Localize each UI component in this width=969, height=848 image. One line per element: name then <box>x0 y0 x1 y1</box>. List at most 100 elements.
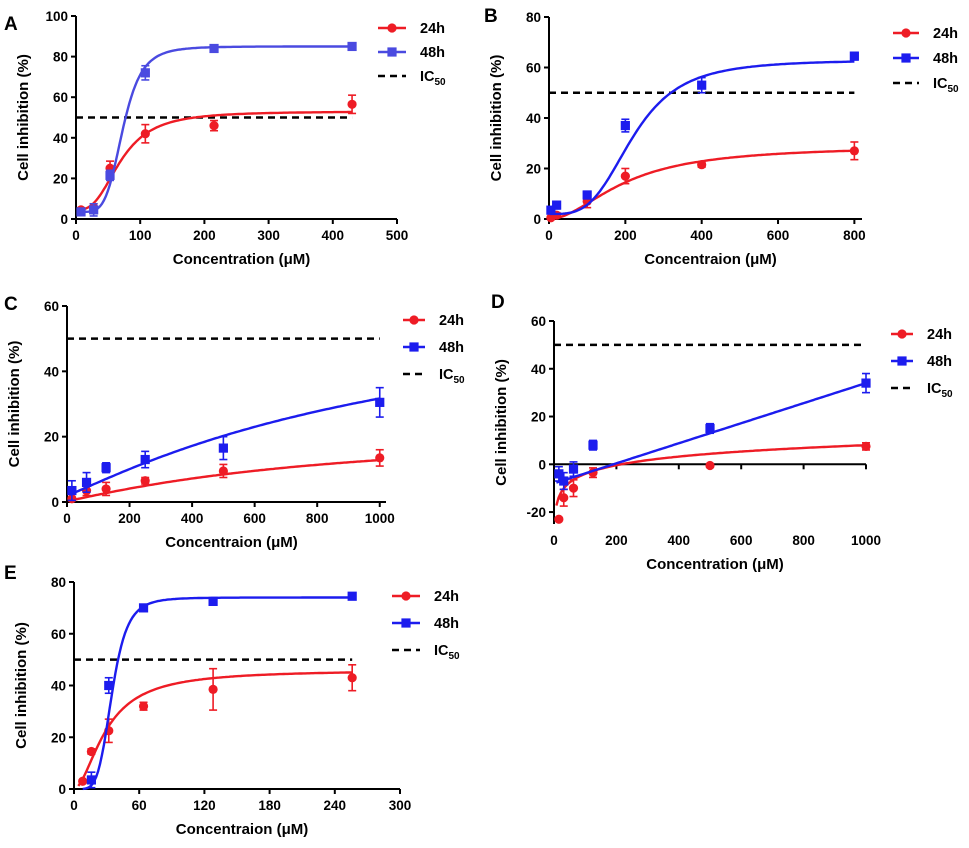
legend-24h-d-marker <box>897 329 907 339</box>
legend-48h-e-marker <box>401 618 411 628</box>
legend-24h-b-label: 24h <box>933 26 958 42</box>
data-point-series-48h-c <box>67 485 77 496</box>
x-axis-title-e: Concentraion (μM) <box>176 821 309 838</box>
legend-ic50-label-b: IC50 <box>933 76 959 95</box>
data-point-series-24h-d <box>861 441 871 451</box>
legend-24h-c-label: 24h <box>439 313 464 329</box>
x-tick-label-e: 60 <box>132 798 147 813</box>
legend-48h-e-label: 48h <box>434 616 459 632</box>
fit-curve-series-24h-d <box>555 444 867 506</box>
data-point-series-48h-e <box>208 596 218 607</box>
y-tick-label-c: 20 <box>44 430 59 445</box>
data-point-series-48h-b <box>697 80 707 90</box>
data-point-series-24h-a <box>347 99 357 109</box>
y-axis-title-e: Cell inhibition (%) <box>13 622 30 749</box>
y-axis-title-d: Cell inhibition (%) <box>493 359 510 486</box>
data-point-series-48h-d <box>568 464 579 474</box>
legend-ic50-subscript-c: 50 <box>454 375 466 386</box>
legend-48h-c-marker <box>409 342 419 352</box>
y-tick-label-a: 60 <box>53 90 68 105</box>
y-tick-label-a: 40 <box>53 131 68 146</box>
legend-ic50-label-a: IC50 <box>420 69 446 88</box>
data-point-series-24h-c <box>218 466 228 476</box>
legend-48h-a-marker <box>387 47 397 57</box>
data-point-series-24h-b <box>849 146 859 156</box>
data-point-series-48h-c <box>375 397 385 407</box>
x-axis-title-c: Concentraion (μM) <box>165 534 298 551</box>
data-point-series-24h-e <box>86 746 96 757</box>
x-axis-title-a: Concentration (μM) <box>173 251 311 268</box>
data-point-series-48h-a <box>105 170 115 180</box>
data-point-series-24h-c <box>140 476 150 486</box>
panel-c: C 0 200 400 600 800 1000 0 20 40 60 Concentraion (μ… <box>4 294 465 551</box>
legend-48h-d-marker <box>897 356 907 366</box>
panel-letter-d: D <box>491 292 505 313</box>
data-point-series-24h-a <box>140 129 150 139</box>
x-tick-label-c: 400 <box>181 511 204 526</box>
y-tick-label-a: 0 <box>60 212 68 227</box>
x-tick-label-b: 800 <box>843 228 866 243</box>
panel-letter-a: A <box>4 14 18 35</box>
x-axis-title-d: Concentration (μM) <box>646 556 784 573</box>
legend-24h-e-label: 24h <box>434 589 459 605</box>
panel-letter-e: E <box>4 563 17 584</box>
x-tick-label-e: 240 <box>324 798 347 813</box>
data-point-series-48h-d <box>705 423 715 434</box>
y-tick-label-e: 40 <box>51 679 66 694</box>
y-tick-label-d: 60 <box>531 314 546 329</box>
x-tick-label-d: 200 <box>605 533 628 548</box>
data-point-series-24h-d <box>568 483 579 493</box>
x-tick-label-a: 200 <box>193 228 216 243</box>
data-point-series-48h-b <box>552 200 562 210</box>
data-point-series-48h-d <box>554 469 564 479</box>
x-tick-label-d: 600 <box>730 533 753 548</box>
y-axis-title-b: Cell inhibition (%) <box>488 55 505 182</box>
data-point-series-48h-c <box>218 443 228 453</box>
x-tick-label-c: 0 <box>63 511 71 526</box>
x-tick-label-d: 800 <box>792 533 815 548</box>
data-point-series-24h-b <box>620 171 630 181</box>
y-tick-label-d: 0 <box>538 457 546 472</box>
legend-24h-e-marker <box>401 591 411 601</box>
y-tick-label-e: 80 <box>51 575 66 590</box>
fit-curve-series-48h-b <box>550 60 855 216</box>
data-point-series-24h-e <box>347 673 357 683</box>
y-tick-label-d: -20 <box>526 505 546 520</box>
x-tick-label-d: 0 <box>550 533 558 548</box>
x-tick-label-c: 200 <box>118 511 141 526</box>
data-point-series-48h-b <box>620 120 630 131</box>
x-tick-label-d: 1000 <box>851 533 881 548</box>
data-point-series-24h-c <box>375 453 385 463</box>
data-point-series-24h-a <box>209 121 219 131</box>
legend-24h-a-marker <box>387 23 397 33</box>
x-tick-label-b: 0 <box>545 228 553 243</box>
x-tick-label-c: 1000 <box>365 511 395 526</box>
legend-ic50-subscript-d: 50 <box>942 389 954 400</box>
legend-ic50-label-e: IC50 <box>434 643 460 662</box>
data-point-series-24h-d <box>554 514 564 524</box>
fit-curve-series-24h-e <box>77 671 353 787</box>
data-point-series-48h-b <box>582 190 592 200</box>
panel-b: B 0 200 400 600 800 0 20 40 60 80 Concentraion (μM)… <box>484 6 959 268</box>
data-point-series-24h-c <box>101 484 111 494</box>
y-axis-title-a: Cell inhibition (%) <box>15 54 32 181</box>
data-point-series-24h-d <box>705 460 715 471</box>
y-tick-label-e: 20 <box>51 730 66 745</box>
legend-48h-b-label: 48h <box>933 51 958 67</box>
panel-letter-b: B <box>484 6 498 27</box>
panel-d: D 0 200 400 600 800 1000 -20 0 20 40 60 Concentratio… <box>491 292 953 573</box>
x-tick-label-a: 100 <box>129 228 152 243</box>
y-tick-label-e: 0 <box>58 782 66 797</box>
data-point-series-48h-a <box>140 68 150 78</box>
data-point-series-48h-b <box>546 205 556 215</box>
legend-48h-a-label: 48h <box>420 45 445 61</box>
x-tick-label-c: 800 <box>306 511 329 526</box>
x-tick-label-e: 120 <box>193 798 216 813</box>
x-tick-label-a: 0 <box>72 228 80 243</box>
data-point-series-48h-a <box>209 43 219 54</box>
data-point-series-48h-c <box>101 463 111 473</box>
y-tick-label-a: 20 <box>53 171 68 186</box>
data-point-series-48h-d <box>861 378 871 388</box>
legend-24h-a-label: 24h <box>420 21 445 37</box>
